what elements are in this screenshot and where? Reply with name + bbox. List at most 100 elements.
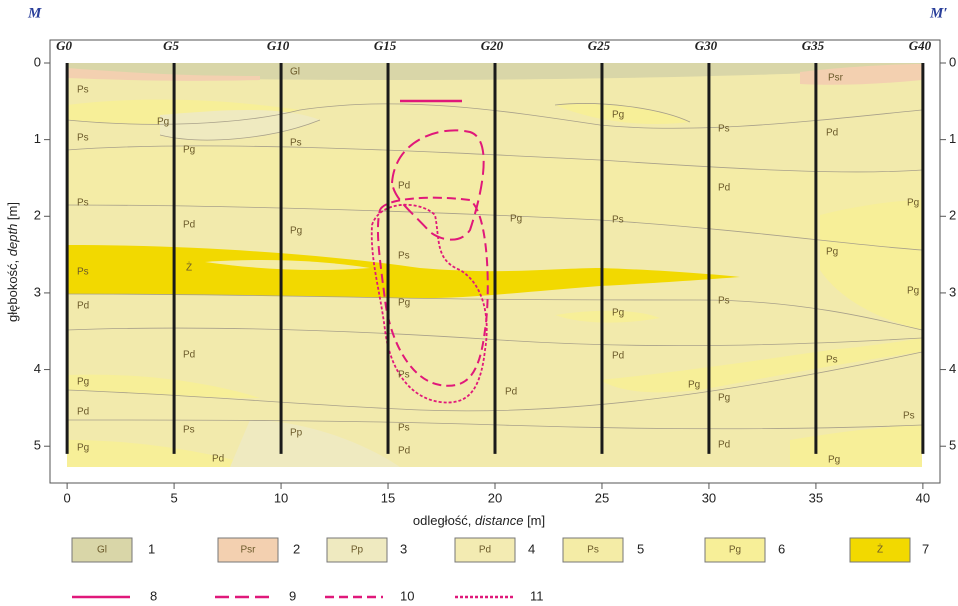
- y2-tick-label: 5: [949, 438, 956, 453]
- soil-label: Pd: [612, 351, 624, 362]
- legend-number: 11: [530, 588, 544, 603]
- legend-number: 1: [148, 541, 155, 556]
- soil-label: Pg: [183, 145, 195, 156]
- y-tick-label: 5: [34, 438, 41, 453]
- soil-label: Pd: [398, 181, 410, 192]
- x-axis-title-unit: [m]: [523, 513, 545, 528]
- soil-label: Pd: [183, 350, 195, 361]
- borehole-name: G5: [163, 38, 179, 53]
- legend-code: Ps: [587, 545, 599, 556]
- y-tick-label: 1: [34, 131, 41, 146]
- soil-label: Pd: [398, 446, 410, 457]
- borehole-name: G10: [267, 38, 290, 53]
- y-axis-title-unit: [m]: [5, 202, 20, 224]
- soil-label: Pd: [183, 220, 195, 231]
- legend-code: Ż: [877, 543, 883, 556]
- soil-label: Pg: [612, 308, 624, 319]
- legend-number: 4: [528, 541, 535, 556]
- legend-code: Gl: [97, 545, 107, 556]
- legend-number: 10: [400, 588, 414, 603]
- borehole-name: G0: [56, 38, 72, 53]
- soil-label: Ps: [77, 267, 89, 278]
- borehole-name: G25: [588, 38, 611, 53]
- borehole-name: G35: [802, 38, 825, 53]
- y-axis-title: głębokość, depth [m]: [5, 202, 20, 322]
- x-tick-label: 15: [381, 490, 395, 505]
- soil-label: Ps: [826, 355, 838, 366]
- soil-label: Pd: [212, 454, 224, 465]
- x-tick-label: 20: [488, 490, 502, 505]
- y-tick-label: 3: [34, 284, 41, 299]
- soil-label: Ps: [398, 251, 410, 262]
- soil-label: Pg: [718, 393, 730, 404]
- y2-tick-label: 2: [949, 208, 956, 223]
- soil-label: Ps: [290, 138, 302, 149]
- section-end: M′: [929, 5, 948, 21]
- soil-label: Pg: [828, 455, 840, 466]
- soil-label: Pd: [77, 301, 89, 312]
- soil-label: Ps: [718, 124, 730, 135]
- soil-label: Ps: [903, 411, 915, 422]
- soil-label: Pd: [505, 387, 517, 398]
- legend-code: Psr: [241, 545, 257, 556]
- x-tick-label: 40: [916, 490, 930, 505]
- borehole-name: G20: [481, 38, 504, 53]
- x-tick-label: 0: [63, 490, 70, 505]
- soil-label: Pg: [907, 286, 919, 297]
- legend-code: Pd: [479, 545, 491, 556]
- x-axis-title-term: distance: [475, 513, 523, 528]
- y-tick-label: 4: [34, 361, 41, 376]
- soil-label: Pg: [612, 110, 624, 121]
- soil-label: Ps: [718, 296, 730, 307]
- x-tick-label: 35: [809, 490, 823, 505]
- soil-label: Pg: [77, 443, 89, 454]
- legend-number: 9: [289, 588, 296, 603]
- legend-number: 2: [293, 541, 300, 556]
- soil-label: Pg: [510, 214, 522, 225]
- x-tick-label: 10: [274, 490, 288, 505]
- soil-label: Pd: [826, 128, 838, 139]
- soil-label: Pp: [290, 428, 303, 439]
- soil-label: Ps: [398, 370, 410, 381]
- legend-number: 5: [637, 541, 644, 556]
- x-axis-title-text: odległość,: [413, 513, 475, 528]
- legend-number: 6: [778, 541, 785, 556]
- x-tick-label: 25: [595, 490, 609, 505]
- soil-label: Pg: [290, 226, 302, 237]
- soil-label: Pg: [688, 380, 700, 391]
- soil-label: Ż: [186, 261, 192, 274]
- y2-tick-label: 1: [949, 131, 956, 146]
- section-start: M: [27, 5, 42, 21]
- borehole-name: G15: [374, 38, 397, 53]
- chart: M M′ odległość, distance [m] głębokość, …: [0, 0, 958, 606]
- soil-label: Pg: [77, 377, 89, 388]
- borehole-name: G30: [695, 38, 718, 53]
- borehole-name: G40: [909, 38, 932, 53]
- y2-tick-label: 4: [949, 361, 956, 376]
- y-tick-label: 2: [34, 208, 41, 223]
- soil-label: Pg: [157, 117, 169, 128]
- soil-label: Ps: [77, 198, 89, 209]
- legend-code: Pp: [351, 545, 364, 556]
- soil-label: Pg: [826, 247, 838, 258]
- soil-label: Ps: [77, 85, 89, 96]
- soil-label: Psr: [828, 73, 844, 84]
- soil-label: Pd: [77, 407, 89, 418]
- soil-label: Ps: [398, 423, 410, 434]
- soil-label: Pd: [718, 183, 730, 194]
- soil-label: Pd: [718, 440, 730, 451]
- soil-label: Pg: [398, 298, 410, 309]
- y-tick-label: 0: [34, 54, 41, 69]
- soil-label: Pg: [907, 198, 919, 209]
- y-axis-title-term: depth: [5, 224, 20, 257]
- x-axis-title: odległość, distance [m]: [413, 513, 545, 528]
- x-tick-label: 5: [170, 490, 177, 505]
- soil-label: Ps: [183, 425, 195, 436]
- y-axis-title-text: głębokość,: [5, 256, 20, 322]
- soil-label: Ps: [77, 133, 89, 144]
- legend-number: 3: [400, 541, 407, 556]
- y2-tick-label: 0: [949, 54, 956, 69]
- legend-code: Pg: [729, 545, 741, 556]
- soil-label: Gl: [290, 67, 300, 78]
- y2-tick-label: 3: [949, 284, 956, 299]
